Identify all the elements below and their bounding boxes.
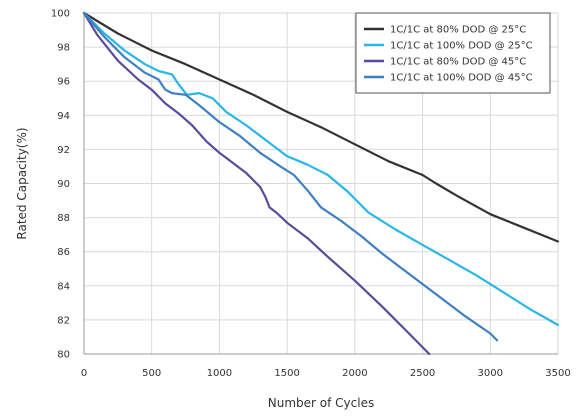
x-axis-label: Number of Cycles	[268, 396, 374, 410]
series-line-3	[82, 11, 499, 342]
series-lines	[82, 11, 560, 356]
y-tick-label-4: 88	[57, 213, 70, 224]
x-tick-label-4: 2000	[342, 368, 367, 379]
legend-label-2: 1C/1C at 80% DOD @ 45°C	[390, 57, 526, 68]
legend: 1C/1C at 80% DOD @ 25°C 1C/1C at 100% DOD…	[355, 12, 551, 94]
legend-box	[355, 12, 551, 94]
series-line-0	[82, 11, 560, 243]
y-tick-label-5: 90	[57, 179, 70, 190]
x-tick-label-6: 3000	[478, 368, 503, 379]
y-tick-label-2: 84	[57, 281, 70, 292]
y-tick-label-1: 82	[57, 315, 70, 326]
y-tick-labels: 80 82 84 86 88 90 92 94 96 98 100	[51, 9, 70, 361]
y-tick-label-8: 96	[57, 77, 70, 88]
y-tick-label-7: 94	[57, 111, 70, 122]
legend-label-0: 1C/1C at 80% DOD @ 25°C	[390, 25, 526, 36]
axes	[83, 13, 558, 355]
x-tick-label-2: 1000	[207, 368, 232, 379]
legend-label-3: 1C/1C at 100% DOD @ 45°C	[390, 73, 533, 84]
y-tick-label-9: 98	[57, 43, 70, 54]
x-tick-label-7: 3500	[545, 368, 570, 379]
legend-label-1: 1C/1C at 100% DOD @ 25°C	[390, 41, 533, 52]
y-tick-label-0: 80	[57, 350, 70, 361]
series-line-1	[82, 11, 560, 327]
series-line-2	[82, 11, 431, 356]
x-tick-label-1: 500	[142, 368, 161, 379]
x-tick-label-5: 2500	[410, 368, 435, 379]
x-tick-labels: 0 500 1000 1500 2000 2500 3000 3500	[81, 368, 571, 379]
y-tick-label-10: 100	[51, 9, 70, 20]
x-tick-label-3: 1500	[274, 368, 299, 379]
y-tick-label-6: 92	[57, 145, 70, 156]
x-tick-label-0: 0	[81, 368, 87, 379]
y-axis-label: Rated Capacity(%)	[15, 127, 29, 239]
y-tick-label-3: 86	[57, 247, 70, 258]
